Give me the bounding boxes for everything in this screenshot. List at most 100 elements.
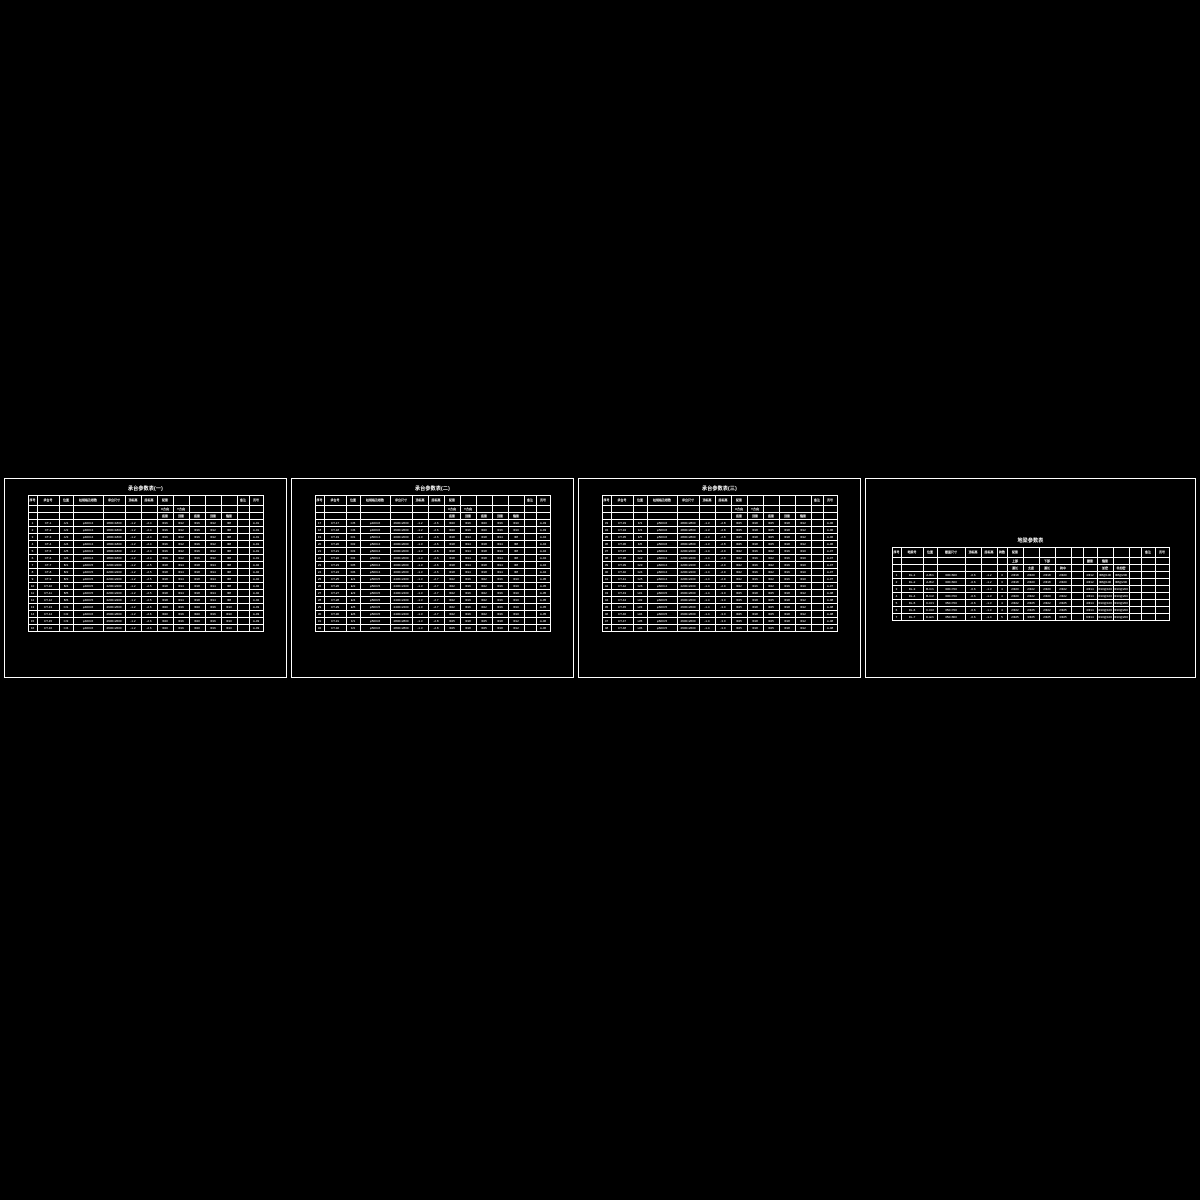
table-cell: 8 — [28, 569, 37, 576]
table-header-cell: 顶标高 — [965, 548, 981, 558]
table-header-cell: 桩规格及根数 — [360, 496, 390, 506]
table-cell: Φ16 — [205, 625, 221, 632]
table-cell: φ600×5 — [647, 590, 677, 597]
table-cell: -1.2 — [412, 520, 428, 527]
table-header-cell — [508, 496, 524, 506]
table-cell: Φ8 — [221, 527, 237, 534]
table-cell: -1.3 — [699, 534, 715, 541]
table-header-cell: 支座 — [1023, 565, 1039, 572]
table-cell — [237, 527, 249, 534]
table-cell: 4Φ14 — [1083, 607, 1097, 614]
table-cell: Φ25 — [763, 625, 779, 632]
table-cell: 2Φ20 — [1007, 586, 1023, 593]
table-cell: CT-35 — [611, 534, 633, 541]
table-cell: -3.0 — [715, 625, 731, 632]
table-cell: Φ16 — [189, 527, 205, 534]
table-cell: Φ18 — [460, 618, 476, 625]
table-cell — [524, 618, 536, 625]
table-cell: -2.6 — [428, 520, 444, 527]
table-cell: 5 — [892, 600, 901, 607]
table-row: 27CT-27E/3φ500×52400×2400-1.3-2.7Φ22Φ16Φ… — [315, 590, 550, 597]
table-header-cell: 底标高 — [715, 496, 731, 506]
table-header-cell — [811, 506, 823, 513]
table-cell: 2Φ25 — [1023, 607, 1039, 614]
table-cell — [1129, 586, 1141, 593]
table-header-cell — [602, 506, 611, 513]
table-cell: Φ18 — [189, 597, 205, 604]
table-header-cell — [37, 513, 59, 520]
table-cell: -2.5 — [141, 583, 157, 590]
table-cell: A-05 — [536, 611, 550, 618]
table-cell: Φ12 — [205, 527, 221, 534]
table-row: 37CT-37G/1φ600×42200×2200-1.4-2.9Φ22Φ16Φ… — [602, 548, 837, 555]
table-cell: Φ8 — [221, 541, 237, 548]
table-cell: 26 — [315, 583, 324, 590]
table-cell: Φ12 — [173, 520, 189, 527]
table-header-cell — [1097, 548, 1113, 558]
table-cell: A-07 — [823, 583, 837, 590]
table-cell: Φ16 — [460, 590, 476, 597]
table-cell: Φ22 — [731, 555, 747, 562]
table-cell: CT-47 — [611, 618, 633, 625]
table-cell: Φ10 — [221, 604, 237, 611]
table-header-cell: 位置 — [923, 548, 937, 558]
table-cell: Φ18 — [779, 625, 795, 632]
table-header-cell — [1023, 558, 1039, 565]
table-header-row: X方向Y方向 — [602, 506, 837, 513]
table-cell: 2Φ25 — [1055, 600, 1071, 607]
table-header-cell — [508, 506, 524, 513]
table-cell: CT-22 — [324, 555, 346, 562]
table-cell: 300×700 — [937, 593, 965, 600]
table-cell: Φ16 — [205, 618, 221, 625]
table-cell: 16 — [28, 625, 37, 632]
table-cell: Φ20 — [157, 604, 173, 611]
table-cell: G/3 — [633, 562, 647, 569]
table-cell: Φ8@100 — [1097, 572, 1113, 579]
table-cell: E/5 — [346, 604, 360, 611]
table-header-cell — [1141, 558, 1155, 565]
table-header-row: 序号承台号位置桩规格及根数承台尺寸顶标高底标高配筋备注页号 — [602, 496, 837, 506]
table-cell: Φ16 — [189, 548, 205, 555]
table-cell: CT-38 — [611, 555, 633, 562]
table-cell: Φ18 — [747, 534, 763, 541]
table-cell: CT-13 — [37, 604, 59, 611]
table-row: 14CT-14C/2φ400×62600×2600-1.2-2.6Φ20Φ16Φ… — [28, 611, 263, 618]
table-cell: 2 — [28, 527, 37, 534]
table-cell: Φ10@200 — [1113, 600, 1129, 607]
table-cell: Φ16 — [157, 541, 173, 548]
table-cell — [524, 625, 536, 632]
table-cell: A-04 — [536, 541, 550, 548]
table-cell: 30 — [315, 611, 324, 618]
table-cell: A-06 — [823, 527, 837, 534]
table-cell: Φ18 — [779, 520, 795, 527]
table-cell: 23 — [315, 562, 324, 569]
table-cell: φ600×5 — [647, 604, 677, 611]
table-header-cell — [125, 506, 141, 513]
table-cell: Φ10@200 — [1113, 593, 1129, 600]
table-cell: CT-19 — [324, 534, 346, 541]
table-cell: Φ18 — [747, 618, 763, 625]
table-cell: A-05 — [536, 604, 550, 611]
table-cell: Φ22 — [444, 583, 460, 590]
table-cell: -1.4 — [699, 569, 715, 576]
table-cell: -1.3 — [699, 527, 715, 534]
table-cell: 2800×2800 — [677, 541, 699, 548]
table-cell: CT-8 — [37, 569, 59, 576]
table-cell: CT-4 — [37, 541, 59, 548]
table-header-cell: 底筋 — [157, 513, 173, 520]
table-cell: Φ16 — [189, 541, 205, 548]
table-cell: φ500×5 — [360, 576, 390, 583]
table-row: 30CT-30E/6φ500×52400×2400-1.3-2.7Φ22Φ16Φ… — [315, 611, 550, 618]
table-cell — [1071, 593, 1083, 600]
table-cell: Φ16 — [460, 604, 476, 611]
table-header-cell — [524, 506, 536, 513]
table-cell: Φ14 — [492, 548, 508, 555]
table-cell — [524, 611, 536, 618]
table-cell: 18 — [315, 527, 324, 534]
table-header-cell — [763, 506, 779, 513]
table-cell: 2Φ25 — [1007, 614, 1023, 621]
table-cell: 31 — [315, 618, 324, 625]
table-header-cell: 位置 — [346, 496, 360, 506]
table-cell: -0.6 — [965, 607, 981, 614]
table-cell: 2Φ25 — [1039, 614, 1055, 621]
